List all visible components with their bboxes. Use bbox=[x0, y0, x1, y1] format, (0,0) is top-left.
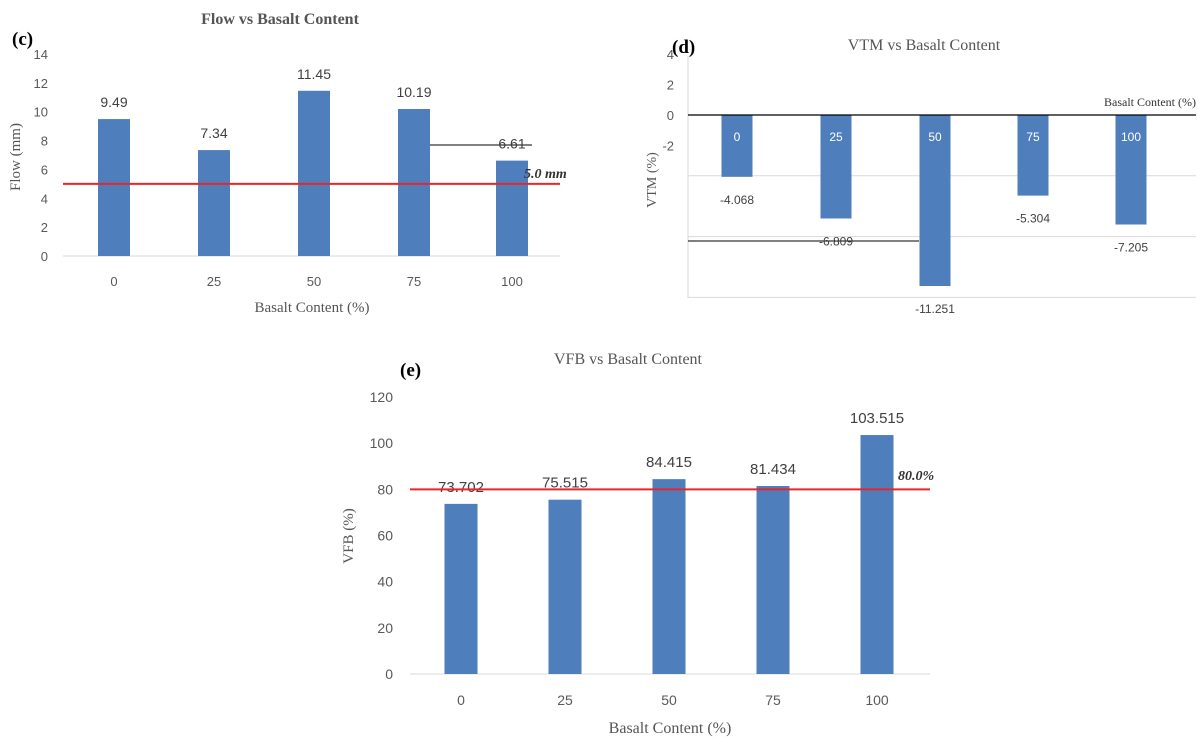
chart-d-data-label: -5.304 bbox=[1016, 212, 1050, 226]
chart-d-data-label: -11.251 bbox=[915, 302, 955, 316]
chart-c-bar bbox=[98, 119, 130, 256]
chart-d-data-label: -6.809 bbox=[819, 234, 853, 248]
chart-e-title: VFB vs Basalt Content bbox=[554, 351, 703, 368]
chart-d-xtick-label: 0 bbox=[734, 130, 741, 144]
chart-e-xtick-label: 25 bbox=[557, 692, 573, 708]
chart-e-ytick-label: 120 bbox=[370, 389, 394, 405]
chart-e-ytick-label: 20 bbox=[377, 620, 393, 636]
chart-e-data-label: 103.515 bbox=[850, 410, 904, 427]
chart-d-data-label: -4.068 bbox=[720, 193, 754, 207]
chart-c-ytick-label: 12 bbox=[34, 76, 48, 91]
chart-e-ylabel: VFB (%) bbox=[341, 508, 357, 563]
chart-e-data-label: 73.702 bbox=[438, 479, 484, 496]
chart-e-bar bbox=[652, 479, 686, 674]
chart-e-bar bbox=[860, 435, 894, 674]
chart-e-xlabel: Basalt Content (%) bbox=[609, 720, 732, 737]
chart-c-xlabel: Basalt Content (%) bbox=[255, 300, 370, 316]
chart-d-ytick-label: 0 bbox=[667, 108, 674, 123]
chart-e-ytick-label: 100 bbox=[370, 435, 394, 451]
chart-c-data-label: 9.49 bbox=[100, 94, 127, 110]
chart-c-panel-label: (c) bbox=[12, 29, 33, 50]
chart-e-xtick-label: 75 bbox=[765, 692, 781, 708]
chart-e-ytick-label: 80 bbox=[377, 481, 393, 497]
chart-c-data-label: 6.61 bbox=[498, 136, 525, 152]
chart-c-data-label: 7.34 bbox=[200, 125, 227, 141]
chart-e-bar bbox=[444, 503, 478, 674]
chart-d-ytick-label: 2 bbox=[667, 78, 674, 93]
chart-c-ytick-label: 8 bbox=[41, 134, 48, 149]
chart-e-reference-label: 80.0% bbox=[898, 469, 934, 484]
chart-e-xtick-label: 0 bbox=[457, 692, 465, 708]
chart-c-ytick-label: 14 bbox=[34, 47, 48, 62]
chart-c-xtick-label: 50 bbox=[307, 274, 321, 289]
chart-d-data-label: -7.205 bbox=[1114, 241, 1148, 255]
chart-e: VFB vs Basalt Content (e) VFB (%) Basalt… bbox=[341, 351, 934, 737]
chart-d-panel-label: (d) bbox=[672, 37, 695, 58]
chart-e-xtick-label: 100 bbox=[865, 692, 889, 708]
chart-e-ytick-label: 40 bbox=[377, 574, 393, 590]
chart-e-data-label: 81.434 bbox=[750, 461, 796, 478]
chart-d-xtick-label: 100 bbox=[1121, 130, 1141, 144]
chart-c-bar bbox=[198, 150, 230, 256]
chart-d-bar bbox=[1017, 115, 1049, 196]
chart-e-panel-label: (e) bbox=[400, 360, 421, 381]
chart-d-bar bbox=[1115, 115, 1147, 225]
chart-d-ylabel: VTM (%) bbox=[645, 152, 660, 208]
chart-c-ytick-label: 0 bbox=[41, 249, 48, 264]
chart-c-bar bbox=[398, 108, 430, 256]
chart-c: Flow vs Basalt Content (c) Flow (mm) Bas… bbox=[8, 11, 567, 316]
chart-e-data-label: 84.415 bbox=[646, 454, 692, 471]
chart-c-xtick-label: 100 bbox=[501, 274, 523, 289]
chart-e-ytick-label: 60 bbox=[377, 528, 393, 544]
chart-e-bar bbox=[548, 499, 582, 674]
chart-c-data-label: 11.45 bbox=[297, 66, 331, 82]
chart-e-xtick-label: 50 bbox=[661, 692, 677, 708]
chart-d-xtick-label: 25 bbox=[829, 130, 843, 144]
chart-c-title: Flow vs Basalt Content bbox=[201, 11, 359, 28]
chart-d-xlabel: Basalt Content (%) bbox=[1104, 95, 1196, 109]
chart-d-bar bbox=[919, 115, 951, 287]
chart-c-xtick-label: 0 bbox=[110, 274, 117, 289]
chart-c-xtick-label: 75 bbox=[407, 274, 421, 289]
chart-c-ytick-label: 10 bbox=[34, 105, 48, 120]
chart-c-bar bbox=[496, 160, 528, 256]
chart-d-xtick-label: 75 bbox=[1026, 130, 1040, 144]
chart-d-ytick-label: -2 bbox=[662, 138, 674, 153]
chart-c-reference-label: 5.0 mm bbox=[524, 167, 567, 182]
chart-e-data-label: 75.515 bbox=[542, 475, 588, 492]
chart-c-ytick-label: 4 bbox=[41, 191, 48, 206]
chart-c-data-label: 10.19 bbox=[396, 84, 431, 100]
chart-d-ytick-label: 4 bbox=[667, 47, 674, 62]
chart-d-bar bbox=[721, 115, 753, 177]
chart-e-bar bbox=[756, 486, 790, 674]
chart-c-ytick-label: 2 bbox=[41, 220, 48, 235]
chart-d-title: VTM vs Basalt Content bbox=[848, 37, 1001, 54]
chart-d-bar bbox=[820, 115, 852, 219]
chart-d-xtick-label: 50 bbox=[928, 130, 942, 144]
chart-c-ylabel: Flow (mm) bbox=[8, 123, 24, 191]
chart-c-ytick-label: 6 bbox=[41, 162, 48, 177]
chart-d: VTM vs Basalt Content (d) VTM (%) Basalt… bbox=[645, 37, 1196, 316]
chart-c-xtick-label: 25 bbox=[207, 274, 221, 289]
chart-c-bar bbox=[298, 90, 330, 257]
chart-e-ytick-label: 0 bbox=[385, 666, 393, 682]
